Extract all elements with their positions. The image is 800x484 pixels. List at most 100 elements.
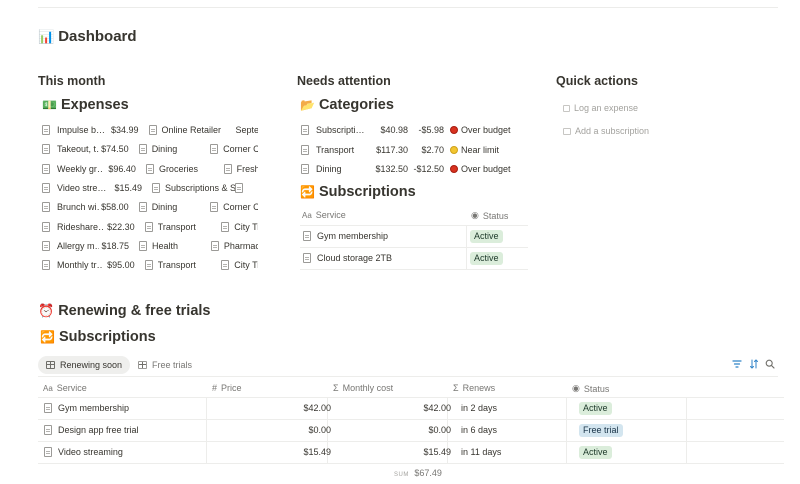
table-row[interactable]: Cloud storage 2TB Active: [303, 251, 527, 265]
table-view-icon: [138, 361, 147, 369]
table-row[interactable]: Gym membership Active: [303, 229, 527, 243]
table-row[interactable]: Gym membership $42.00 $42.00 in 2 days Activ…: [44, 401, 684, 415]
sort-icon[interactable]: [749, 359, 759, 372]
renews-value: in 6 days: [461, 425, 498, 435]
expense-name: Takeout, t…: [57, 144, 99, 155]
renewing-db-title[interactable]: 🔁 Subscriptions: [40, 329, 156, 345]
page-title: 📊 Dashboard: [38, 28, 137, 45]
expense-category: Health: [152, 240, 179, 251]
monthly-cost-value: $15.49: [423, 447, 451, 457]
table-top-border: [38, 376, 778, 377]
categories-title[interactable]: 📂 Categories: [300, 97, 394, 113]
tab-free-trials[interactable]: Free trials: [130, 356, 200, 374]
monthly-cost-sum: SUM $67.49: [394, 468, 442, 478]
expense-row[interactable]: Weekly gr… $96.40 Groceries Fresh: [42, 162, 258, 176]
repeat-icon: 🔁: [300, 185, 315, 199]
page-icon: [235, 182, 243, 193]
service-name: Cloud storage 2TB: [317, 253, 393, 263]
expense-name: Monthly tr…: [57, 260, 103, 271]
category-row[interactable]: Dining $132.50 -$12.50 Over budget: [301, 162, 517, 176]
expense-name: Rideshare…: [57, 221, 103, 232]
page-icon: [42, 202, 50, 213]
page-icon: [145, 163, 154, 174]
column-heading-needs-attention: Needs attention: [297, 74, 391, 88]
column-heading-quick-actions: Quick actions: [556, 74, 638, 88]
table-divider: [38, 463, 784, 464]
expense-amount: $22.30: [107, 221, 135, 232]
page-icon: [44, 447, 52, 457]
expense-amount: $74.50: [101, 144, 129, 155]
table-divider: [38, 397, 784, 398]
status-badge: Free trial: [579, 423, 623, 437]
add-subscription-action[interactable]: Add a subscription: [563, 126, 649, 136]
service-name: Gym membership: [58, 403, 130, 413]
expense-row[interactable]: Rideshare… $22.30 Transport City Tr: [42, 220, 258, 234]
status-badge: Over budget: [450, 125, 511, 135]
table-divider: [38, 419, 784, 420]
yellow-circle-icon: [450, 145, 458, 154]
table-row[interactable]: Video streaming $15.49 $15.49 in 11 days Act…: [44, 445, 684, 459]
page-icon: [42, 221, 50, 232]
renewing-title: ⏰ Renewing & free trials: [38, 303, 211, 319]
column-heading-this-month: This month: [38, 74, 106, 88]
chart-icon: 📊: [38, 28, 55, 44]
column-header-service[interactable]: Aa Service: [43, 383, 87, 393]
page-icon: [42, 260, 50, 271]
expense-row[interactable]: Brunch wi…$58.00 Dining Corner Ca: [42, 200, 258, 214]
category-row[interactable]: Transport $117.30 $2.70 Near limit: [301, 143, 517, 157]
alarm-clock-icon: ⏰: [38, 303, 55, 318]
column-header-service[interactable]: Aa Service: [302, 210, 346, 220]
status-badge: Active: [470, 229, 503, 243]
table-view-icon: [46, 361, 55, 369]
column-header-monthly-cost[interactable]: Σ Monthly cost: [333, 383, 394, 393]
renews-value: in 2 days: [461, 403, 498, 413]
status-label: Over budget: [461, 164, 511, 174]
checkbox-icon: [563, 104, 570, 112]
table-column-divider: [206, 397, 207, 463]
expense-row[interactable]: Monthly tr… $95.00 Transport City Tr: [42, 258, 258, 272]
subscriptions-title[interactable]: 🔁 Subscriptions: [300, 184, 416, 200]
search-icon[interactable]: [765, 359, 775, 372]
red-circle-icon: [450, 126, 458, 134]
filter-icon[interactable]: [732, 359, 742, 372]
expense-row[interactable]: Impulse b… $34.99 Online Retailer Septe: [42, 123, 258, 137]
expense-category: Dining: [151, 144, 178, 155]
table-divider: [300, 269, 528, 270]
category-remaining: -$12.50: [413, 164, 444, 174]
table-divider: [38, 441, 784, 442]
expense-merchant: Corner Ca: [223, 202, 258, 213]
red-circle-icon: [450, 165, 458, 173]
money-icon: 💵: [42, 98, 57, 112]
page-icon: [152, 182, 160, 193]
expense-merchant: Pharmacy: [223, 240, 258, 251]
service-name: Gym membership: [317, 231, 389, 241]
column-header-status[interactable]: ◉ Status: [471, 210, 509, 221]
page-icon: [223, 163, 232, 174]
formula-property-icon: Σ: [453, 383, 459, 393]
expense-row[interactable]: Takeout, t…$74.50 Dining Corner Ca: [42, 142, 258, 156]
expense-row[interactable]: Video stre… $15.49 Subscriptions & S: [42, 181, 258, 195]
category-row[interactable]: Subscripti… $40.98 -$5.98 Over budget: [301, 123, 517, 137]
column-header-price[interactable]: # Price: [212, 383, 242, 393]
tab-renewing-soon[interactable]: Renewing soon: [38, 356, 131, 374]
table-column-divider: [447, 397, 448, 463]
status-badge: Over budget: [450, 164, 511, 174]
page-icon: [210, 240, 219, 251]
page-icon: [42, 182, 50, 193]
page-icon: [301, 144, 309, 155]
table-row[interactable]: Design app free trial $0.00 $0.00 in 6 days…: [44, 423, 684, 437]
status-badge: Active: [579, 401, 612, 415]
expense-category: Dining: [151, 202, 178, 213]
expense-category: Online Retailer: [161, 125, 222, 135]
category-spent: $132.50: [375, 164, 408, 174]
subscription-icon: [563, 127, 571, 135]
log-expense-action[interactable]: Log an expense: [563, 103, 638, 113]
column-header-renews[interactable]: Σ Renews: [453, 383, 496, 393]
expenses-title[interactable]: 💵 Expenses: [42, 97, 129, 113]
page-icon: [44, 425, 52, 435]
page-icon: [301, 125, 309, 135]
service-name: Design app free trial: [58, 425, 139, 435]
column-header-status[interactable]: ◉ Status: [572, 383, 610, 394]
price-value: $42.00: [303, 403, 331, 413]
expense-row[interactable]: Allergy m…$18.75 Health Pharmacy: [42, 239, 258, 253]
